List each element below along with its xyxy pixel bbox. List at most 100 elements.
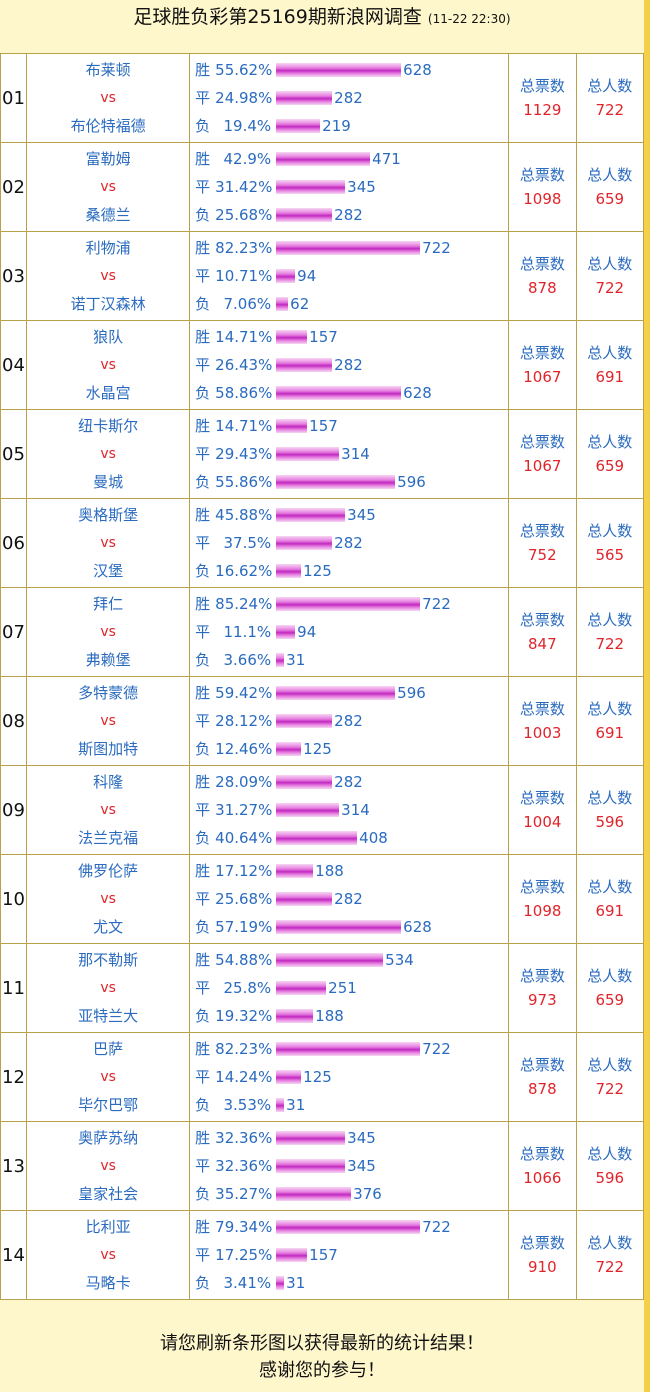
total-votes-cell: 总票数 1066 — [508, 1121, 577, 1211]
total-people-label: 总人数 — [587, 967, 633, 985]
vote-row-win: 胜 79.34% 722 — [190, 1213, 508, 1241]
vote-bar — [276, 1042, 421, 1056]
vote-row-lose: 负 19.32% 188 — [190, 1002, 508, 1030]
vote-percent: 45.88% — [215, 506, 273, 524]
vote-percent: 14.24% — [215, 1068, 273, 1086]
home-team: 富勒姆 — [85, 150, 131, 168]
vote-count: 345 — [347, 506, 376, 524]
match-number: 14 — [0, 1210, 28, 1300]
vote-bar — [276, 1098, 285, 1112]
match-teams: 奥格斯堡 vs 汉堡 — [26, 498, 191, 588]
total-votes-cell: 总票数 752 — [508, 498, 577, 588]
vote-percent: 25.8% — [223, 979, 272, 997]
vote-count: 282 — [334, 890, 363, 908]
match-teams: 科隆 vs 法兰克福 — [26, 765, 191, 855]
vote-count: 345 — [347, 1129, 376, 1147]
outcome-label: 平 — [195, 801, 211, 819]
match-number: 04 — [0, 320, 28, 410]
match-row: 06 奥格斯堡 vs 汉堡 胜 45.88% 345 平 37.5% 282 负 16.62% 125 总… — [0, 498, 645, 588]
vote-row-draw: 平 14.24% 125 — [190, 1063, 508, 1091]
match-row: 13 奥萨苏纳 vs 皇家社会 胜 32.36% 345 平 32.36% 345 负 35.27% 3… — [0, 1121, 645, 1211]
vote-percent: 55.62% — [215, 61, 273, 79]
total-votes-cell: 总票数 1067 — [508, 409, 577, 499]
total-people-label: 总人数 — [587, 611, 633, 629]
vote-count: 722 — [422, 239, 451, 257]
vote-percent: 32.36% — [215, 1129, 273, 1147]
match-row: 03 利物浦 vs 诺丁汉森林 胜 82.23% 722 平 10.71% 94 负 7.06% 62 总… — [0, 231, 645, 321]
vote-percent: 24.98% — [215, 89, 273, 107]
outcome-label: 平 — [195, 890, 211, 908]
vote-count: 157 — [309, 1246, 338, 1264]
away-team: 曼城 — [93, 473, 124, 491]
total-votes-value: 1067 — [523, 457, 562, 475]
vote-count: 125 — [303, 1068, 332, 1086]
outcome-label: 负 — [195, 295, 211, 313]
total-votes-label: 总票数 — [519, 522, 565, 540]
vs-label: vs — [100, 446, 116, 462]
vote-percent: 31.27% — [215, 801, 273, 819]
away-team: 斯图加特 — [78, 740, 139, 758]
total-votes-cell: 总票数 973 — [508, 943, 577, 1033]
outcome-label: 平 — [195, 979, 211, 997]
vote-bar — [276, 1070, 302, 1084]
vote-bar — [276, 1220, 421, 1234]
match-row: 14 比利亚 vs 马略卡 胜 79.34% 722 平 17.25% 157 负 3.41% 31 总票… — [0, 1210, 645, 1300]
vote-count: 722 — [422, 595, 451, 613]
vote-count: 596 — [397, 684, 426, 702]
outcome-label: 胜 — [195, 951, 211, 969]
vote-percent: 55.86% — [215, 473, 273, 491]
vote-count: 157 — [309, 417, 338, 435]
footer-note: 请您刷新条形图以获得最新的统计结果！ 感谢您的参与！ — [0, 1330, 644, 1384]
match-row: 12 巴萨 vs 毕尔巴鄂 胜 82.23% 722 平 14.24% 125 负 3.53% 31 总票… — [0, 1032, 645, 1122]
outcome-label: 负 — [195, 740, 211, 758]
vote-count: 345 — [347, 1157, 376, 1175]
match-number: 08 — [0, 676, 28, 766]
vote-bars: 胜 85.24% 722 平 11.1% 94 负 3.66% 31 — [189, 587, 510, 677]
total-votes-value: 1098 — [523, 902, 562, 920]
total-votes-value: 752 — [528, 546, 557, 564]
match-teams: 利物浦 vs 诺丁汉森林 — [26, 231, 191, 321]
match-number: 03 — [0, 231, 28, 321]
total-people-cell: 总人数 691 — [575, 320, 645, 410]
total-people-value: 596 — [595, 1169, 625, 1187]
vote-count: 282 — [334, 534, 363, 552]
total-votes-cell: 总票数 1004 — [508, 765, 577, 855]
vote-bar — [276, 91, 333, 105]
vote-row-win: 胜 14.71% 157 — [190, 412, 508, 440]
total-people-cell: 总人数 659 — [575, 142, 645, 232]
total-people-label: 总人数 — [587, 166, 633, 184]
vote-count: 722 — [422, 1040, 451, 1058]
vote-row-win: 胜 17.12% 188 — [190, 857, 508, 885]
away-team: 皇家社会 — [78, 1185, 139, 1203]
total-votes-value: 1098 — [523, 190, 562, 208]
total-votes-label: 总票数 — [519, 1056, 565, 1074]
vote-bar — [276, 358, 333, 372]
vote-count: 596 — [397, 473, 426, 491]
vote-percent: 28.09% — [215, 773, 273, 791]
vote-percent: 14.71% — [215, 417, 273, 435]
vote-bar — [276, 775, 333, 789]
total-votes-label: 总票数 — [519, 789, 565, 807]
vote-percent: 54.88% — [215, 951, 273, 969]
home-team: 布莱顿 — [85, 61, 131, 79]
outcome-label: 平 — [195, 712, 211, 730]
vote-percent: 85.24% — [215, 595, 273, 613]
vote-count: 282 — [334, 773, 363, 791]
vote-row-draw: 平 26.43% 282 — [190, 351, 508, 379]
vote-bars: 胜 82.23% 722 平 14.24% 125 负 3.53% 31 — [189, 1032, 510, 1122]
outcome-label: 平 — [195, 445, 211, 463]
vote-bars: 胜 45.88% 345 平 37.5% 282 负 16.62% 125 — [189, 498, 510, 588]
total-people-label: 总人数 — [587, 344, 633, 362]
match-teams: 巴萨 vs 毕尔巴鄂 — [26, 1032, 191, 1122]
vote-row-draw: 平 29.43% 314 — [190, 440, 508, 468]
vote-count: 188 — [315, 1007, 344, 1025]
away-team: 诺丁汉森林 — [70, 295, 146, 313]
total-people-label: 总人数 — [587, 433, 633, 451]
match-number: 02 — [0, 142, 28, 232]
outcome-label: 负 — [195, 1274, 211, 1292]
outcome-label: 平 — [195, 534, 211, 552]
vote-bar — [276, 1248, 308, 1262]
vote-bar — [276, 1276, 285, 1290]
vote-bars: 胜 59.42% 596 平 28.12% 282 负 12.46% 125 — [189, 676, 510, 766]
vote-bar — [276, 564, 302, 578]
